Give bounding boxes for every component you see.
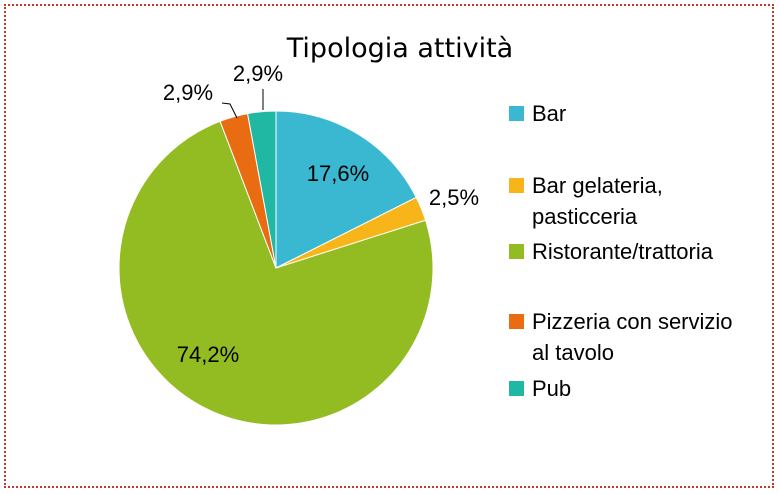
slice-data-label: 2,5% — [429, 185, 479, 210]
slice-data-label: 2,9% — [163, 80, 213, 105]
legend-entry: Ristorante/trattoria — [532, 239, 714, 264]
chart-frame — [4, 4, 774, 488]
legend-entry: al tavolo — [532, 340, 614, 365]
legend-swatch — [509, 381, 524, 396]
pie-slice-3 — [118, 120, 434, 426]
legend-swatch — [509, 244, 524, 259]
legend-entry: Pub — [532, 376, 571, 401]
pie-slice-1 — [275, 110, 417, 269]
legend-swatch — [509, 106, 524, 121]
legend-entry: pasticceria — [532, 204, 638, 229]
leader-line — [221, 102, 238, 119]
pie-slice-5 — [246, 110, 277, 269]
legend-swatch — [509, 178, 524, 193]
slice-data-label: 2,9% — [233, 61, 283, 86]
slice-data-label: 17,6% — [307, 161, 369, 186]
legend-swatch — [509, 314, 524, 329]
legend-entry: Bar gelateria, — [532, 173, 663, 198]
slice-data-label: 74,2% — [177, 342, 239, 367]
chart-title: Tipologia attività — [286, 33, 513, 64]
legend-entry: Bar — [532, 101, 566, 126]
legend-entry: Pizzeria con servizio — [532, 309, 733, 334]
